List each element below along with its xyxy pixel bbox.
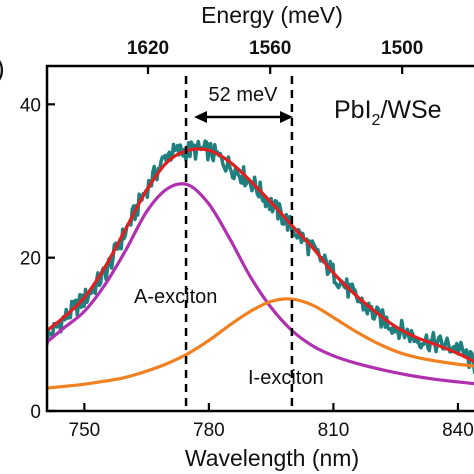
top-tick-label: 1620 [127, 38, 169, 59]
a-exciton-label: A-exciton [134, 286, 217, 308]
total-fit-line [47, 147, 474, 364]
curves-layer [47, 139, 474, 390]
left-edge-fragment: ) [0, 53, 5, 83]
y-tick-label: 20 [20, 249, 41, 270]
plot-frame [45, 64, 474, 413]
tick-layer: 750 780 810 840 1620 1560 1500 0 20 40 [20, 38, 474, 441]
arrow-head-left [194, 111, 207, 123]
y-tick-label: 0 [30, 402, 41, 423]
x-axis-title: Wavelength (nm) [185, 445, 359, 471]
x-tick-label: 840 [442, 420, 474, 441]
x-tick-label: 750 [69, 420, 101, 441]
reference-lines [184, 76, 294, 411]
x-tick-label: 810 [318, 420, 350, 441]
i-exciton-label: I-exciton [248, 367, 324, 389]
a-exciton-fit-line [47, 182, 474, 386]
x-tick-label: 780 [193, 420, 225, 441]
splitting-arrow [194, 111, 293, 123]
splitting-label: 52 meV [209, 84, 279, 106]
top-tick-label: 1560 [249, 38, 291, 59]
y-tick-label: 40 [20, 95, 41, 116]
i-exciton-fit-line [47, 297, 474, 390]
sample-label: PbI2/WSe [334, 96, 442, 129]
arrow-head-right [280, 111, 293, 123]
measured-spectrum-line [47, 139, 474, 374]
top-axis-title: Energy (meV) [201, 2, 343, 28]
top-tick-label: 1500 [381, 38, 423, 59]
